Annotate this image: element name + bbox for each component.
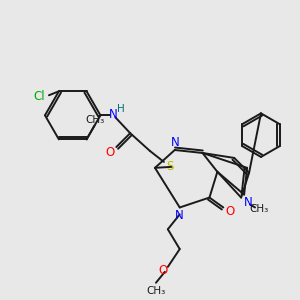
Text: O: O	[226, 205, 235, 218]
Text: N: N	[175, 209, 184, 222]
Text: CH₃: CH₃	[146, 286, 166, 296]
Text: S: S	[166, 160, 173, 173]
Text: O: O	[106, 146, 115, 160]
Text: CH₃: CH₃	[249, 204, 268, 214]
Text: N: N	[109, 108, 118, 121]
Text: CH₃: CH₃	[85, 115, 104, 124]
Text: Cl: Cl	[33, 90, 45, 103]
Text: O: O	[158, 264, 167, 278]
Text: H: H	[117, 104, 125, 114]
Text: N: N	[244, 196, 253, 209]
Text: N: N	[170, 136, 179, 148]
